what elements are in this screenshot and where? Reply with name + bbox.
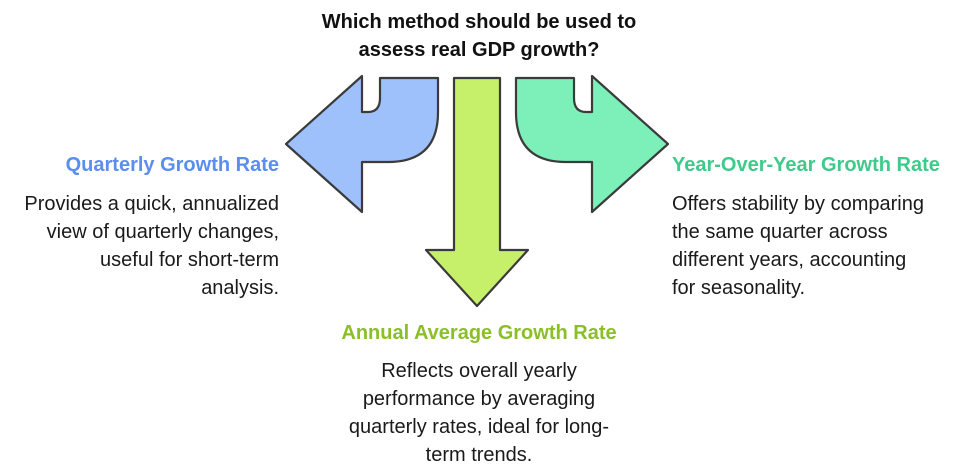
description-line: useful for short-term [100, 249, 279, 271]
year-over-year-growth-rate-title: Year-Over-Year Growth Rate [672, 154, 940, 176]
question-line-2: assess real GDP growth? [358, 39, 600, 61]
description-line: term trends. [425, 444, 533, 466]
annual-average-growth-rate-title: Annual Average Growth Rate [341, 322, 617, 344]
quarterly-growth-rate-title: Quarterly Growth Rate [65, 154, 279, 176]
description-line: Offers stability by comparing [672, 193, 924, 215]
description-line: analysis. [201, 277, 279, 299]
description-line: Provides a quick, annualized [24, 193, 279, 215]
description-line: view of quarterly changes, [46, 221, 279, 243]
description-line: different years, accounting [672, 249, 907, 271]
diagram-question: Which method should be used to assess re… [279, 8, 679, 64]
description-line: performance by averaging [362, 388, 596, 410]
description-line: the same quarter across [672, 221, 888, 243]
left-arrow-shape [284, 74, 440, 214]
question-line-1: Which method should be used to [321, 11, 637, 33]
description-line: for seasonality. [672, 277, 806, 299]
annual-average-growth-rate-description: Reflects overall yearly performance by a… [279, 357, 679, 469]
description-line: quarterly rates, ideal for long- [348, 416, 610, 438]
quarterly-growth-rate-description: Provides a quick, annualized view of qua… [24, 190, 279, 302]
year-over-year-growth-rate-description: Offers stability by comparing the same q… [672, 190, 924, 302]
description-line: Reflects overall yearly [381, 360, 577, 382]
center-arrow-shape [424, 76, 530, 308]
right-arrow-shape [514, 74, 670, 214]
